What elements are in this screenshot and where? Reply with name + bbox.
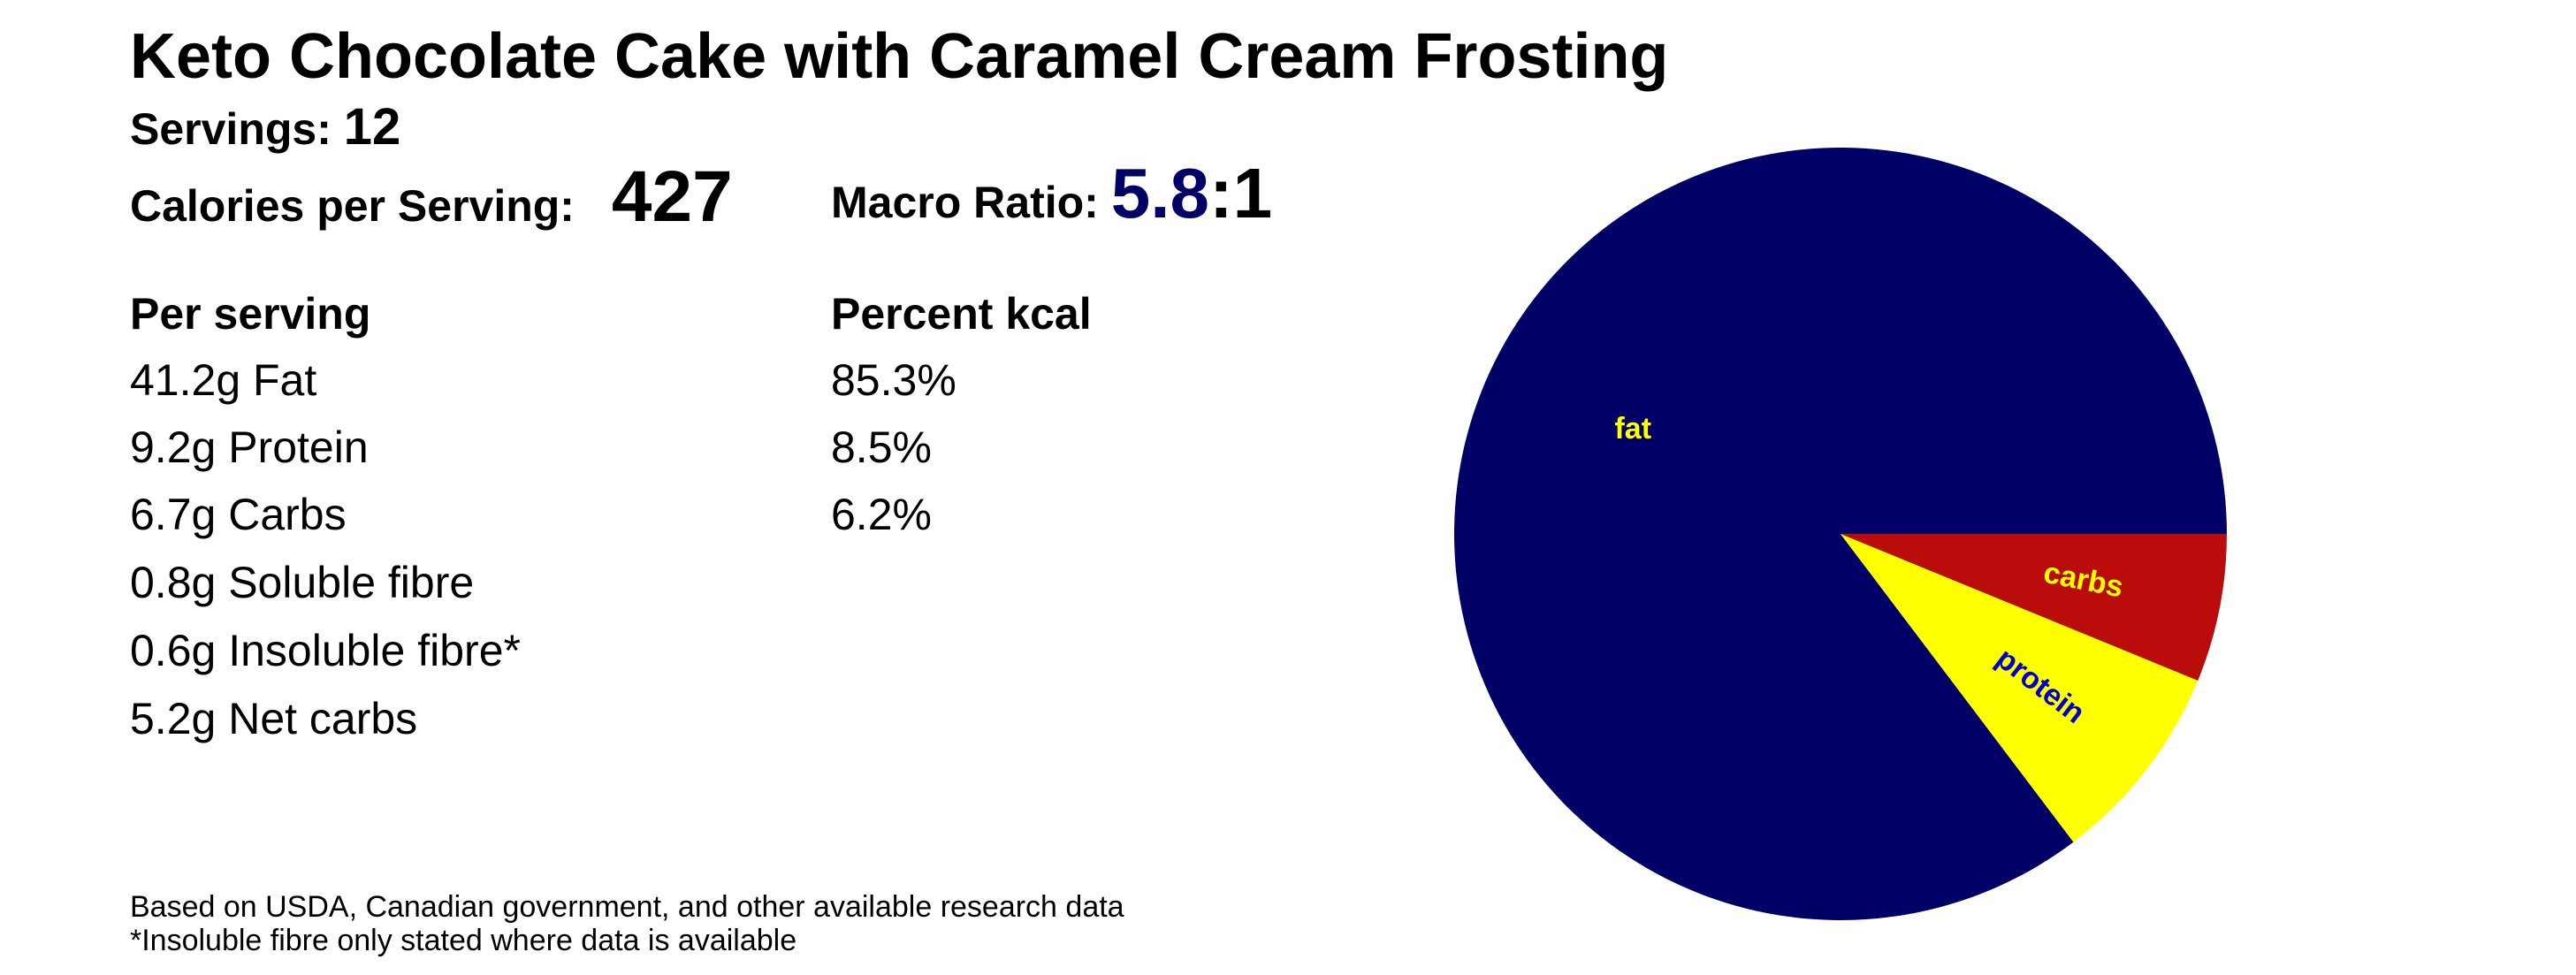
calories-value: 427 bbox=[611, 156, 733, 237]
pie-slice-carbs bbox=[1841, 534, 2227, 681]
percent-kcal-row: 8.5% bbox=[831, 423, 932, 472]
percent-kcal-row: 6.2% bbox=[831, 490, 932, 539]
per-serving-row: 5.2g Net carbs bbox=[130, 694, 418, 743]
servings-value: 12 bbox=[343, 98, 401, 156]
per-serving-row: 0.8g Soluble fibre bbox=[130, 558, 475, 607]
per-serving-row: 6.7g Carbs bbox=[130, 490, 347, 539]
per-serving-heading: Per serving bbox=[130, 289, 371, 339]
pie-slice-protein bbox=[1841, 534, 2199, 842]
footnote-fibre: *Insoluble fibre only stated where data … bbox=[130, 924, 797, 957]
calories-label: Calories per Serving: bbox=[130, 181, 575, 231]
footnote-source: Based on USDA, Canadian government, and … bbox=[130, 890, 1124, 924]
servings-label: Servings: bbox=[130, 104, 332, 154]
macro-ratio-value: 5.8 bbox=[1110, 154, 1209, 232]
servings: Servings: 12 bbox=[130, 99, 400, 157]
percent-kcal-heading: Percent kcal bbox=[831, 289, 1092, 339]
macro-ratio: Macro Ratio: 5.8:1 bbox=[831, 150, 1272, 246]
pie-label-fat: fat bbox=[1614, 412, 1651, 446]
macro-ratio-label: Macro Ratio: bbox=[831, 178, 1099, 227]
per-serving-row: 9.2g Protein bbox=[130, 423, 369, 472]
page-title: Keto Chocolate Cake with Caramel Cream F… bbox=[130, 21, 1669, 92]
calories: Calories per Serving: 427 bbox=[130, 157, 733, 246]
macro-ratio-suffix: :1 bbox=[1208, 154, 1273, 232]
per-serving-row: 0.6g Insoluble fibre* bbox=[130, 626, 521, 675]
per-serving-row: 41.2g Fat bbox=[130, 355, 317, 405]
percent-kcal-row: 85.3% bbox=[831, 355, 956, 405]
pie-slice-fat bbox=[1453, 148, 2227, 921]
